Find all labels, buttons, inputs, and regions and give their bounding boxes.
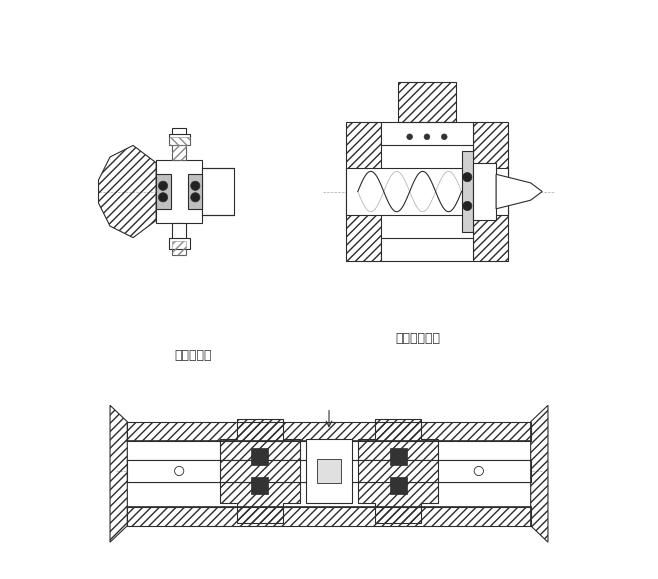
- Bar: [473, 122, 507, 261]
- Bar: [169, 134, 190, 145]
- Circle shape: [442, 134, 447, 140]
- Bar: [317, 460, 341, 482]
- Bar: [172, 128, 186, 160]
- Bar: [127, 422, 531, 441]
- Bar: [172, 223, 186, 255]
- Bar: [346, 168, 507, 215]
- Bar: [390, 448, 407, 466]
- Text: 螺杆输送装置: 螺杆输送装置: [396, 332, 441, 345]
- Bar: [127, 460, 531, 482]
- Bar: [172, 240, 186, 255]
- Bar: [398, 82, 456, 122]
- Bar: [473, 163, 496, 221]
- Bar: [169, 237, 190, 249]
- Bar: [127, 507, 531, 526]
- Circle shape: [191, 181, 200, 190]
- Bar: [390, 477, 407, 494]
- Bar: [172, 145, 186, 160]
- Bar: [381, 237, 473, 261]
- Bar: [169, 137, 190, 145]
- Bar: [156, 174, 170, 209]
- Text: 拖拉机轮轴: 拖拉机轮轴: [175, 349, 213, 362]
- Circle shape: [463, 173, 472, 182]
- Circle shape: [159, 181, 168, 190]
- Bar: [251, 448, 268, 466]
- Polygon shape: [496, 174, 542, 209]
- Bar: [202, 168, 234, 215]
- Bar: [306, 439, 352, 503]
- Bar: [156, 160, 202, 223]
- Circle shape: [463, 201, 472, 211]
- Bar: [461, 151, 473, 232]
- Bar: [188, 174, 202, 209]
- Circle shape: [424, 134, 430, 140]
- Circle shape: [407, 134, 413, 140]
- Bar: [346, 122, 381, 261]
- Circle shape: [191, 193, 200, 202]
- Bar: [381, 122, 473, 145]
- Bar: [251, 477, 268, 494]
- Circle shape: [159, 193, 168, 202]
